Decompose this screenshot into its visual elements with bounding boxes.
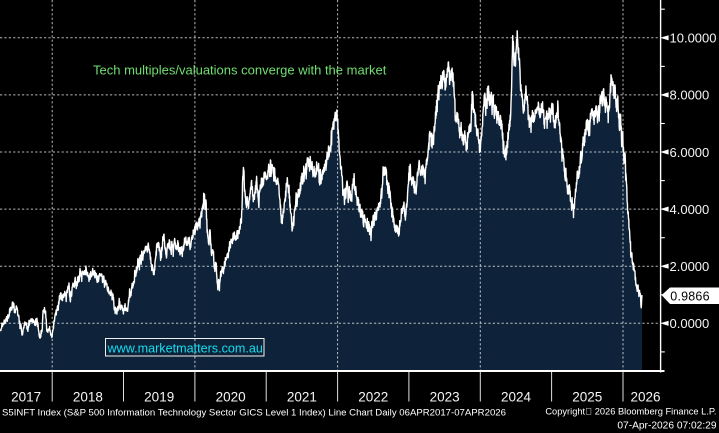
svg-text:0.0000: 0.0000 [670, 316, 710, 331]
svg-text:www.marketmatters.com.au: www.marketmatters.com.au [107, 341, 263, 355]
svg-text:2025: 2025 [572, 390, 602, 405]
svg-text:2020: 2020 [216, 390, 246, 405]
svg-text:2017: 2017 [11, 390, 41, 405]
svg-text:2018: 2018 [73, 390, 103, 405]
svg-text:2019: 2019 [144, 390, 174, 405]
svg-text:6.0000: 6.0000 [670, 145, 710, 160]
svg-text:10.0000: 10.0000 [670, 31, 717, 46]
svg-text:2.0000: 2.0000 [670, 259, 710, 274]
svg-text:8.0000: 8.0000 [670, 88, 710, 103]
svg-text:2026: 2026 [630, 390, 660, 405]
svg-text:4.0000: 4.0000 [670, 202, 710, 217]
svg-text:Copyright 2026 Bloomberg Fina: Copyright 2026 Bloomberg Finance L.P. [545, 407, 716, 417]
svg-text:2024: 2024 [501, 390, 532, 405]
svg-text:2022: 2022 [358, 390, 388, 405]
svg-text:Tech multiples/valuations conv: Tech multiples/valuations converge with … [93, 63, 387, 78]
svg-text:07-Apr-2026 07:02:29: 07-Apr-2026 07:02:29 [617, 421, 716, 432]
svg-text:2023: 2023 [430, 390, 460, 405]
svg-text:S5INFT Index (S&P 500 Informat: S5INFT Index (S&P 500 Information Techno… [2, 408, 506, 419]
svg-text:0.9866: 0.9866 [670, 290, 709, 304]
svg-text:2021: 2021 [287, 390, 317, 405]
